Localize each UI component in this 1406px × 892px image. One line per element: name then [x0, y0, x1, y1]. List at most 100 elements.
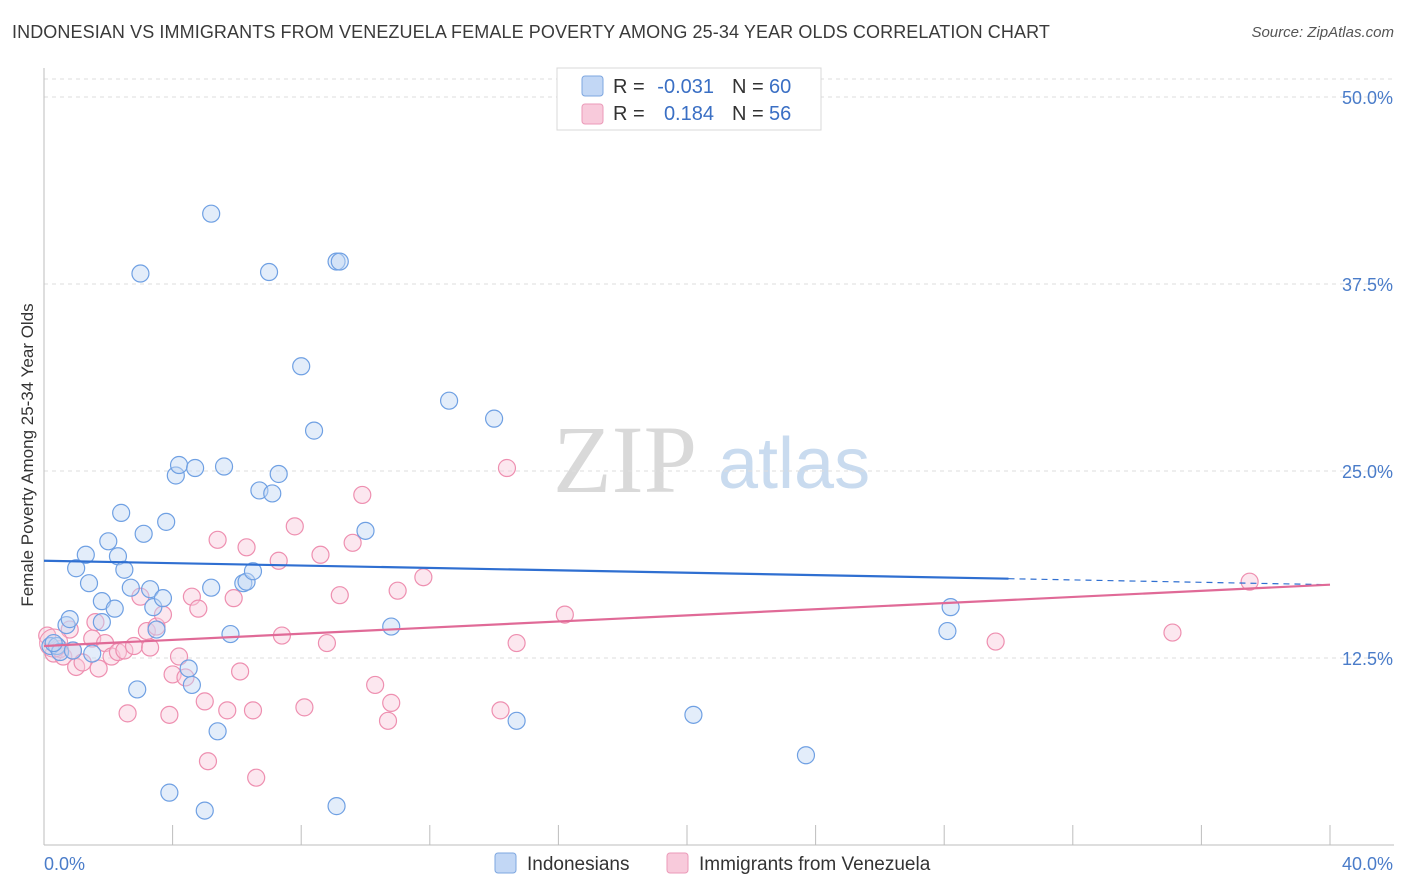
- watermark-zip: ZIP: [553, 406, 697, 513]
- indonesian-point-41: [292, 357, 311, 376]
- x-tick-label-min: 0.0%: [44, 854, 85, 874]
- venezuela-point-52: [497, 458, 517, 478]
- venezuela-point-24: [169, 647, 189, 666]
- indonesian-point-53: [938, 621, 957, 641]
- indonesian-point-39: [263, 484, 282, 503]
- indonesian-point-54: [941, 598, 960, 617]
- venezuela-point-29: [198, 752, 218, 771]
- indonesian-point-31: [202, 578, 221, 597]
- stats-legend: R = -0.031 N = 60 R = 0.184 N = 56: [556, 67, 822, 131]
- y-tick-label-0: 12.5%: [1342, 649, 1393, 669]
- venezuela-point-35: [243, 701, 263, 720]
- venezuela-point-10: [89, 659, 108, 678]
- venezuela-point-54: [555, 605, 574, 624]
- indonesian-point-6: [67, 559, 86, 578]
- indonesian-point-19: [134, 524, 153, 543]
- venezuela-point-48: [382, 693, 401, 712]
- venezuela-point-16: [124, 636, 144, 656]
- y-tick-label-3: 50.0%: [1342, 88, 1393, 108]
- venezuela-point-53: [507, 633, 526, 653]
- legend-r-value-2: 0.184: [664, 103, 714, 125]
- venezuela-point-36: [247, 768, 266, 787]
- venezuela-point-41: [311, 545, 330, 564]
- indonesian-point-45: [330, 252, 349, 271]
- venezuela-point-42: [317, 633, 337, 653]
- venezuela-point-40: [295, 698, 314, 717]
- indonesian-point-18: [128, 680, 147, 699]
- series-legend: Indonesians Immigrants from Venezuela: [494, 852, 931, 875]
- indonesian-point-26: [169, 455, 189, 475]
- venezuela-point-50: [414, 568, 433, 587]
- indonesian-point-20: [140, 580, 160, 599]
- venezuela-point-47: [378, 711, 398, 730]
- legend-n-value-1: 60: [769, 76, 791, 98]
- watermark-atlas: atlas: [718, 424, 870, 504]
- y-tick-label-1: 25.0%: [1342, 462, 1393, 482]
- indonesian-point-56: [202, 204, 221, 223]
- indonesian-point-40: [269, 464, 288, 484]
- trend-line-venezuela: [43, 583, 1331, 648]
- indonesian-point-34: [221, 624, 240, 644]
- indonesian-point-15: [112, 503, 131, 522]
- legend-swatch-blue: [581, 75, 604, 97]
- venezuela-point-31: [218, 701, 237, 720]
- trend-lines: [43, 559, 1331, 648]
- indonesian-point-10: [92, 612, 111, 632]
- indonesian-point-59: [160, 783, 179, 802]
- indonesian-point-13: [105, 599, 124, 618]
- indonesian-point-5: [63, 641, 83, 660]
- indonesian-point-27: [179, 659, 198, 678]
- series-legend-indonesians: Indonesians: [527, 854, 629, 875]
- venezuela-point-32: [224, 589, 243, 608]
- chart-title: INDONESIAN VS IMMIGRANTS FROM VENEZUELA …: [12, 22, 1050, 42]
- venezuela-point-57: [1240, 572, 1259, 591]
- indonesian-point-23: [153, 589, 173, 608]
- venezuela-point-22: [160, 705, 179, 724]
- trend-line-indonesians-extension: [1008, 578, 1331, 586]
- indonesian-point-28: [182, 675, 201, 695]
- indonesian-point-30: [195, 801, 214, 820]
- indonesian-point-44: [327, 797, 346, 816]
- indonesian-point-7: [76, 545, 95, 564]
- legend-n-value-2: 56: [769, 103, 791, 125]
- series-legend-swatch-indonesians: [494, 852, 517, 874]
- indonesian-point-36: [237, 572, 256, 591]
- indonesian-point-9: [83, 644, 102, 663]
- venezuela-point-49: [388, 581, 407, 600]
- venezuela-point-33: [231, 662, 250, 681]
- source-label: Source: ZipAtlas.com: [1251, 24, 1394, 41]
- indonesian-point-55: [131, 264, 150, 283]
- indonesian-point-29: [186, 458, 205, 478]
- venezuela-point-44: [343, 533, 362, 552]
- legend-swatch-pink: [581, 103, 604, 125]
- indonesian-point-42: [304, 421, 324, 440]
- legend-n-label-1: N =: [732, 76, 764, 98]
- tick-labels: 12.5% 25.0% 37.5% 50.0% 0.0% 40.0%: [44, 88, 1393, 874]
- venezuela-point-34: [237, 538, 256, 557]
- indonesian-point-37: [243, 562, 263, 581]
- venezuela-point-15: [118, 704, 137, 723]
- indonesian-point-47: [382, 617, 401, 636]
- indonesian-point-4: [60, 610, 79, 629]
- venezuela-point-28: [195, 692, 214, 711]
- x-tick-label-max: 40.0%: [1342, 854, 1393, 874]
- y-axis-label: Female Poverty Among 25-34 Year Olds: [18, 303, 37, 606]
- venezuela-point-46: [366, 675, 385, 695]
- legend-r-value-1: -0.031: [657, 76, 714, 98]
- venezuela-point-27: [189, 599, 208, 618]
- indonesian-point-32: [208, 722, 227, 741]
- indonesian-point-51: [684, 705, 703, 724]
- series-legend-swatch-venezuela: [666, 852, 689, 874]
- indonesian-point-58: [44, 633, 63, 653]
- venezuela-point-43: [330, 586, 349, 605]
- venezuela-point-51: [491, 701, 510, 720]
- indonesian-point-17: [121, 578, 140, 597]
- indonesian-point-46: [356, 521, 375, 540]
- indonesian-point-33: [214, 457, 234, 476]
- venezuela-point-37: [269, 551, 288, 570]
- indonesian-point-16: [115, 560, 134, 579]
- venezuela-point-45: [353, 485, 372, 505]
- y-tick-label-2: 37.5%: [1342, 275, 1393, 295]
- indonesian-point-57: [259, 262, 279, 282]
